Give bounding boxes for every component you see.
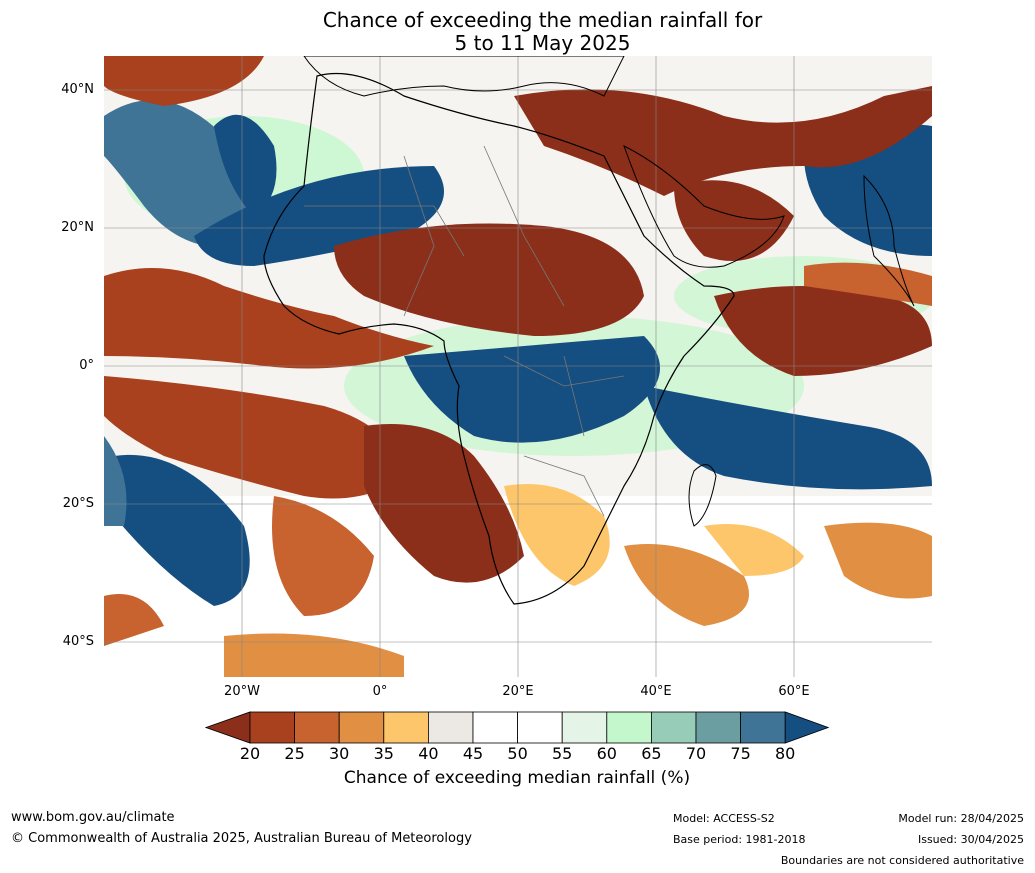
lon-label-20e: 20°E xyxy=(502,684,534,699)
colorbar-extend-high xyxy=(784,711,830,744)
colorbar-tick-label: 50 xyxy=(507,744,528,763)
lat-label-40n: 40°N xyxy=(61,82,94,97)
colorbar-tick-label: 25 xyxy=(284,744,305,763)
lat-label-20n: 20°N xyxy=(61,220,94,235)
colorbar-extend-low xyxy=(205,711,251,744)
lon-label-20w: 20°W xyxy=(224,684,260,699)
colorbar-tick-label: 20 xyxy=(239,744,261,763)
lat-label-40s: 40°S xyxy=(62,634,94,649)
colorbar-tick-label: 30 xyxy=(329,744,350,763)
footer-base-period: Base period: 1981-2018 xyxy=(673,833,806,846)
colorbar-tick-label: 55 xyxy=(552,744,573,763)
title-line-2: 5 to 11 May 2025 xyxy=(454,31,631,55)
colorbar-segment xyxy=(338,711,385,744)
colorbar-segment xyxy=(517,711,563,744)
map-title: Chance of exceeding the median rainfall … xyxy=(0,9,1035,55)
colorbar-segment xyxy=(249,711,295,744)
colorbar-tick-label: 70 xyxy=(685,744,707,763)
lon-label-0: 0° xyxy=(372,684,388,699)
colorbar-segment xyxy=(695,711,741,744)
lon-label-40e: 40°E xyxy=(640,684,672,699)
colorbar-segment xyxy=(606,711,652,744)
colorbar-tick-label: 75 xyxy=(730,744,751,763)
footer-model: Model: ACCESS-S2 xyxy=(673,812,775,825)
colorbar-tick-label: 45 xyxy=(462,744,484,763)
colorbar-segment xyxy=(650,711,697,744)
colorbar-tick-label: 40 xyxy=(418,744,439,763)
colorbar-tick-label: 60 xyxy=(596,744,617,763)
colorbar xyxy=(205,711,830,744)
lat-label-20s: 20°S xyxy=(62,496,94,511)
rainfall-map-svg xyxy=(104,56,932,677)
colorbar-segment xyxy=(472,711,518,744)
colorbar-tick-label: 65 xyxy=(641,744,662,763)
footer-url: www.bom.gov.au/climate xyxy=(11,810,175,825)
colorbar-segment xyxy=(561,711,608,744)
colorbar-title: Chance of exceeding median rainfall (%) xyxy=(343,768,691,788)
colorbar-tick-label: 80 xyxy=(775,744,796,763)
lon-label-60e: 60°E xyxy=(778,684,810,699)
footer-copyright: © Commonwealth of Australia 2025, Austra… xyxy=(11,831,472,846)
colorbar-segment xyxy=(427,711,474,744)
rainfall-map xyxy=(104,56,932,677)
colorbar-tick-label: 35 xyxy=(373,744,394,763)
footer-issued: Issued: 30/04/2025 xyxy=(917,833,1024,846)
colorbar-segment xyxy=(383,711,429,744)
colorbar-segment xyxy=(294,711,340,744)
footer-model-run: Model run: 28/04/2025 xyxy=(898,812,1024,825)
footer-disclaimer: Boundaries are not considered authoritat… xyxy=(780,854,1024,867)
title-line-1: Chance of exceeding the median rainfall … xyxy=(322,8,763,32)
lat-label-0: 0° xyxy=(79,358,94,373)
colorbar-segment xyxy=(740,711,786,744)
